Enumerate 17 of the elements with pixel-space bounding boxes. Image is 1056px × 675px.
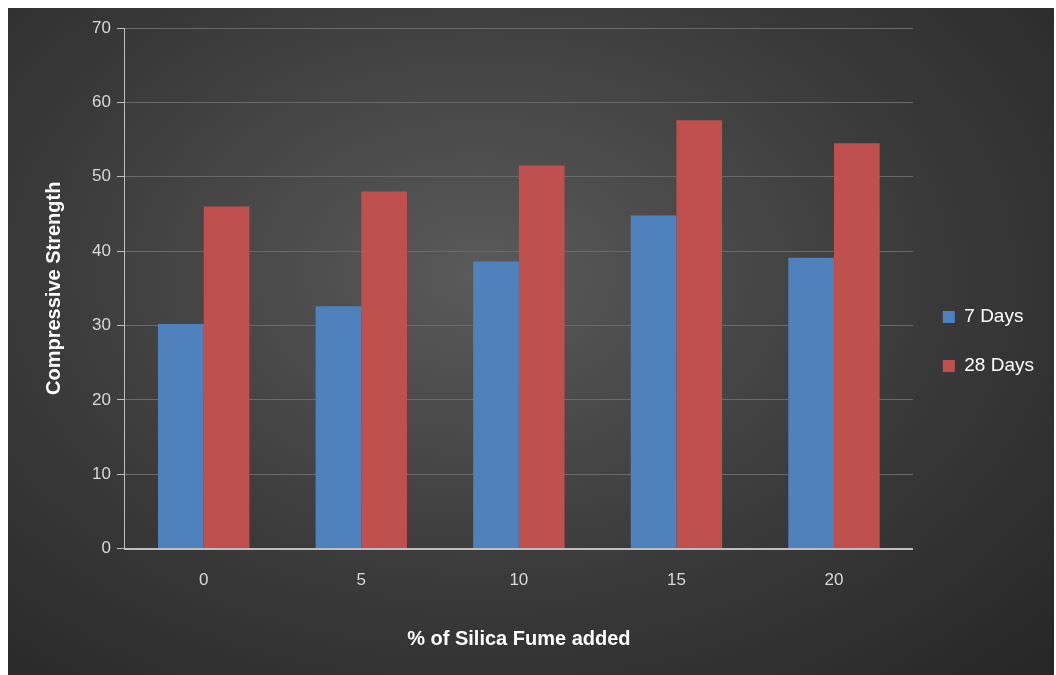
- x-tick-label: 20: [824, 570, 844, 590]
- y-tick-label: 30: [91, 315, 111, 335]
- y-tick-label: 20: [91, 389, 111, 409]
- y-axis-title: Compressive Strength: [41, 181, 64, 395]
- y-tick-label: 0: [101, 538, 111, 558]
- y-tick-label: 50: [91, 166, 111, 186]
- x-tick-label: 15: [666, 570, 686, 590]
- x-tick-label: 10: [509, 570, 529, 590]
- y-tick-label: 60: [91, 92, 111, 112]
- legend-label: 7 Days: [964, 305, 1024, 327]
- y-tick-label: 40: [91, 240, 111, 260]
- legend-label: 28 Days: [964, 354, 1034, 376]
- x-tick-label: 0: [198, 570, 209, 590]
- y-tick-label: 10: [91, 463, 111, 483]
- x-tick-label: 5: [356, 570, 367, 590]
- x-axis-title: % of Silica Fume added: [407, 626, 631, 649]
- y-tick-label: 70: [91, 17, 111, 37]
